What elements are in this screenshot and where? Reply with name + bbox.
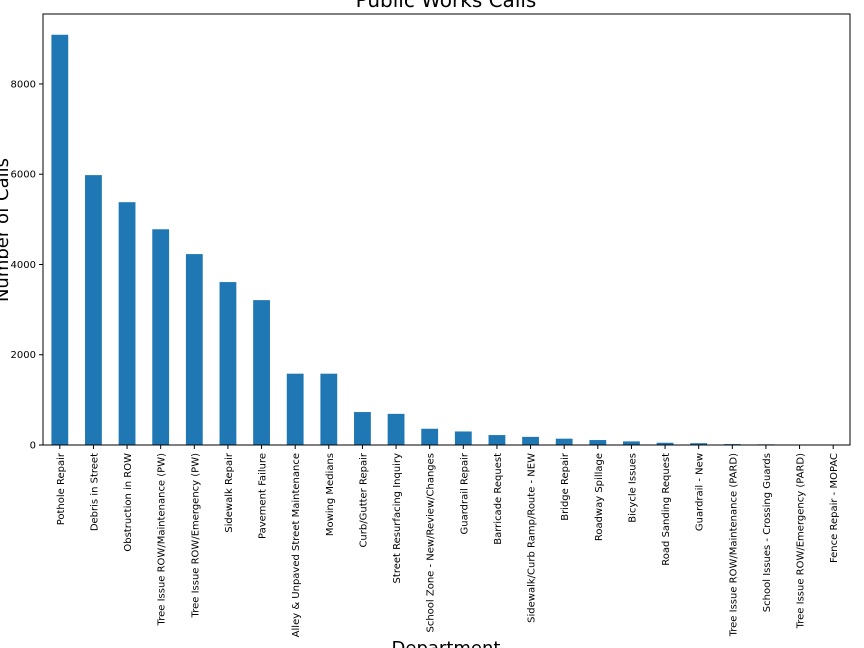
x-tick-label: Tree Issue ROW/Emergency (PW): [190, 453, 201, 619]
bar: [185, 254, 203, 445]
x-tick-label: Alley & Unpaved Street Maintenance: [291, 453, 302, 637]
x-tick-label: Pothole Repair: [56, 452, 67, 525]
y-tick-label: 6000: [11, 170, 36, 181]
y-tick-label: 2000: [11, 350, 36, 361]
x-tick-label: Bicycle Issues: [627, 453, 638, 523]
y-tick-label: 4000: [11, 260, 36, 271]
bar: [354, 412, 371, 445]
bar: [51, 34, 69, 446]
x-tick-label: School Zone - New/Review/Changes: [426, 453, 437, 633]
bar: [118, 202, 136, 445]
bar: [589, 440, 607, 445]
bar: [555, 438, 573, 445]
x-tick-label: Curb/Gutter Repair: [358, 452, 369, 547]
bar: [85, 175, 102, 445]
bar: [522, 436, 539, 445]
x-tick-label: Bridge Repair: [560, 452, 571, 521]
bar: [421, 428, 439, 445]
x-tick-label: School Issues - Crossing Guards: [762, 453, 773, 612]
y-tick-label: 0: [30, 441, 36, 452]
bar: [219, 282, 237, 445]
bar: [320, 373, 338, 445]
bar: [286, 373, 304, 445]
chart-title: Public Works Calls: [356, 0, 537, 12]
y-axis-ticks: 0 2000 4000 6000 8000: [11, 79, 43, 452]
y-axis-title: Number of Calls: [0, 158, 13, 302]
x-tick-label: Street Resurfacing Inquiry: [392, 453, 403, 584]
x-tick-label: Barricade Request: [493, 453, 504, 545]
x-tick-label: Obstruction in ROW: [123, 453, 134, 552]
x-axis-title: Department: [392, 638, 501, 648]
x-tick-label: Tree Issue ROW/Maintenance (PARD): [728, 453, 739, 637]
x-tick-label: Sidewalk/Curb Ramp/Route - NEW: [527, 453, 538, 623]
x-tick-label: Tree Issue ROW/Maintenance (PW): [157, 453, 168, 627]
x-tick-label: Guardrail Repair: [459, 452, 470, 534]
bars-group: [51, 34, 842, 446]
bar: [152, 229, 170, 445]
bar: [488, 435, 506, 445]
x-tick-label: Debris in Street: [89, 453, 100, 531]
x-tick-label: Tree Issue ROW/Emergency (PARD): [796, 453, 807, 629]
bar: [623, 441, 640, 445]
y-tick-label: 8000: [11, 79, 36, 90]
bar: [454, 431, 472, 445]
x-tick-label: Road Sanding Request: [661, 453, 672, 566]
x-tick-label: Mowing Medians: [325, 453, 336, 536]
x-tick-label: Roadway Spillage: [594, 453, 605, 541]
bar: [690, 443, 708, 445]
x-tick-label: Guardrail - New: [695, 453, 706, 531]
plot-frame: [42, 13, 851, 446]
x-tick-label: Sidewalk Repair: [224, 452, 235, 533]
bar: [253, 300, 270, 445]
x-tick-label: Fence Repair - MOPAC: [829, 453, 840, 563]
x-tick-label: Pavement Failure: [258, 453, 269, 539]
bar: [387, 413, 405, 445]
bar: [656, 442, 674, 445]
x-axis-ticks: Pothole Repair Debris in Street Obstructio…: [56, 445, 840, 637]
